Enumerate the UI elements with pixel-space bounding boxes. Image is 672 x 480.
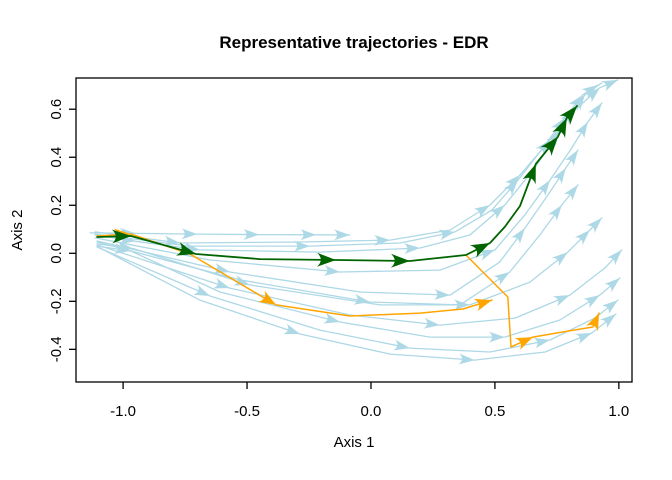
trajectory-06-arrowhead-icon <box>564 150 578 167</box>
trajectory-02-arrowhead-icon <box>584 87 600 103</box>
trajectory-10-arrowhead-icon <box>113 243 131 255</box>
trajectory-02-arrowhead-icon <box>601 79 618 92</box>
representative-orange-2-arrowhead-icon <box>586 313 599 332</box>
trajectory-07-arrowhead-icon <box>563 184 578 201</box>
trajectory-08-arrowhead-icon <box>453 299 470 311</box>
trajectory-10-arrowhead-icon <box>604 278 620 293</box>
representative-orange-1-arrowhead-icon <box>473 298 492 312</box>
trajectory-08-arrowhead-icon <box>586 218 602 234</box>
trajectory-11-line <box>96 246 619 353</box>
representative-green-arrowhead-icon <box>316 252 336 267</box>
trajectories-layer <box>89 79 623 365</box>
representative-green-arrowhead-icon <box>175 242 196 256</box>
trajectory-05-arrowhead-icon <box>323 265 340 276</box>
trajectory-03-arrowhead-icon <box>503 180 518 196</box>
trajectory-01-arrowhead-icon <box>181 228 198 240</box>
trajectory-10-arrowhead-icon <box>323 312 340 324</box>
trajectory-09-line <box>96 244 623 326</box>
representative-green-arrowhead-icon <box>559 105 577 125</box>
y-axis: -0.4 -0.2 0.0 0.2 0.4 0.6 <box>48 99 76 362</box>
representative-green-arrowhead-icon <box>469 243 490 258</box>
y-tick-label: 0.0 <box>48 243 65 264</box>
trajectory-09-arrowhead-icon <box>606 249 622 266</box>
trajectory-08-arrowhead-icon <box>574 230 590 246</box>
trajectory-02-arrowhead-icon <box>504 175 520 191</box>
trajectory-11-arrowhead-icon <box>193 284 211 296</box>
trajectory-06-arrowhead-icon <box>433 289 451 301</box>
y-tick-label: -0.2 <box>48 288 65 314</box>
trajectory-01-arrowhead-icon <box>333 229 350 241</box>
trajectory-04-arrowhead-icon <box>403 243 421 255</box>
trajectory-07-arrowhead-icon <box>547 205 562 222</box>
trajectory-12-arrowhead-icon <box>458 353 475 365</box>
trajectory-03-arrowhead-icon <box>294 240 310 252</box>
trajectory-05-arrowhead-icon <box>574 121 588 139</box>
trajectory-06-arrowhead-icon <box>510 228 525 245</box>
x-axis-label: Axis 1 <box>334 434 375 451</box>
trajectory-06-arrowhead-icon <box>552 168 566 185</box>
trajectory-03-arrowhead-icon <box>550 117 565 135</box>
y-tick-label: -0.4 <box>48 336 65 362</box>
y-tick-label: 0.4 <box>48 147 65 168</box>
representative-green-arrowhead-icon <box>522 164 536 185</box>
trajectory-04-arrowhead-icon <box>489 205 505 220</box>
representative-green-arrowhead-icon <box>540 136 558 156</box>
chart-title: Representative trajectories - EDR <box>219 33 488 52</box>
representative-orange-1-line <box>96 233 493 317</box>
x-tick-label: 0.5 <box>484 403 505 420</box>
trajectory-12-arrowhead-icon <box>283 323 301 335</box>
trajectory-04-arrowhead-icon <box>546 129 560 147</box>
trajectory-09-arrowhead-icon <box>212 277 230 289</box>
plot-area-box <box>75 77 633 383</box>
trajectory-03-arrowhead-icon <box>438 229 455 241</box>
x-tick-label: -0.5 <box>234 403 260 420</box>
trajectory-02-arrowhead-icon <box>473 205 490 219</box>
trajectory-09-arrowhead-icon <box>423 317 440 329</box>
trajectory-10-line <box>96 245 621 338</box>
x-axis: -1.0 -0.5 0.0 0.5 1.0 <box>110 382 629 420</box>
trajectory-07-arrowhead-icon <box>493 272 510 286</box>
representative-orange-1-arrowhead-icon <box>258 290 276 305</box>
trajectory-01-arrowhead-icon <box>243 228 260 240</box>
representative-orange-2-arrowhead-icon <box>514 337 533 351</box>
trajectory-09-arrowhead-icon <box>552 295 570 307</box>
x-tick-label: 1.0 <box>608 403 629 420</box>
trajectory-12-arrowhead-icon <box>574 333 592 345</box>
trajectory-11-arrowhead-icon <box>533 337 550 349</box>
trajectory-04-arrowhead-icon <box>571 94 585 112</box>
trajectory-01-arrowhead-icon <box>300 229 317 241</box>
trajectory-12-arrowhead-icon <box>599 314 616 329</box>
x-tick-label: 0.0 <box>361 403 382 420</box>
trajectory-06-arrowhead-icon <box>213 263 230 274</box>
representative-green-arrowhead-icon <box>552 117 567 139</box>
y-tick-label: 0.2 <box>48 195 65 216</box>
y-axis-label: Axis 2 <box>9 210 26 251</box>
trajectory-11-arrowhead-icon <box>393 339 410 351</box>
trajectory-11-arrowhead-icon <box>601 300 618 315</box>
trajectory-10-arrowhead-icon <box>488 331 505 343</box>
x-tick-label: -1.0 <box>110 403 136 420</box>
trajectory-10-arrowhead-icon <box>583 295 600 309</box>
trajectory-05-arrowhead-icon <box>477 249 495 261</box>
trajectory-08-arrowhead-icon <box>551 252 568 267</box>
trajectory-05-line <box>94 102 603 273</box>
representative-green-arrowhead-icon <box>111 229 131 244</box>
trajectory-05-arrowhead-icon <box>536 180 550 197</box>
trajectory-05-arrowhead-icon <box>587 103 602 120</box>
representative-orange-2-line <box>465 254 600 348</box>
y-tick-label: 0.6 <box>48 99 65 120</box>
representative-green-arrowhead-icon <box>390 253 410 268</box>
